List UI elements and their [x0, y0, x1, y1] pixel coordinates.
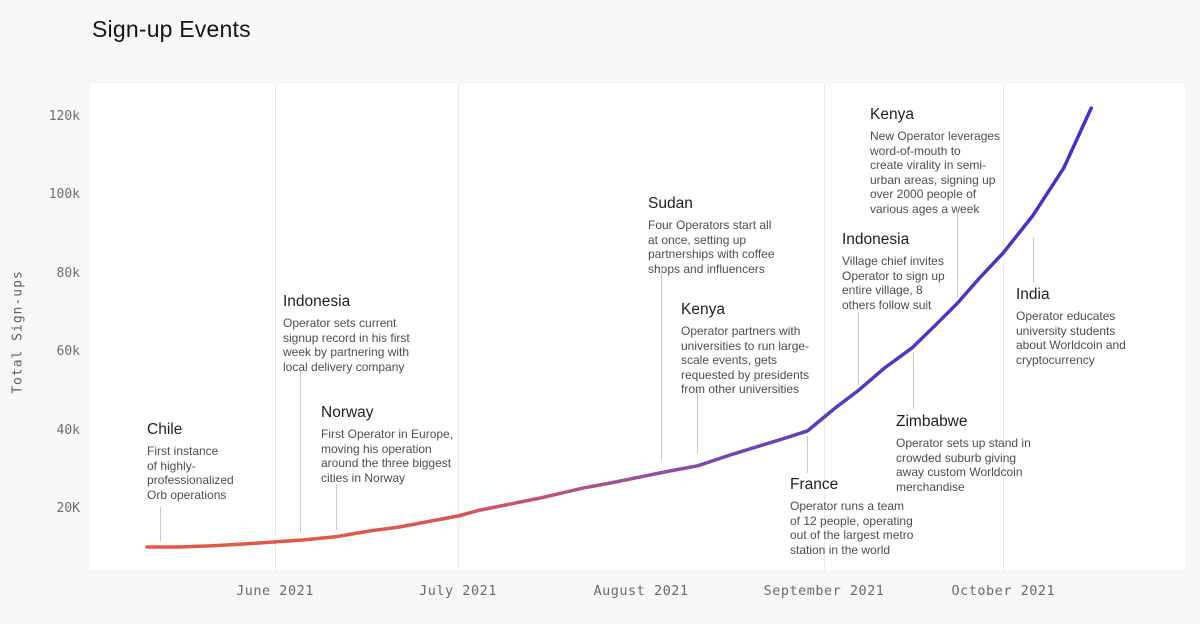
signup-curve [145, 106, 1093, 549]
annotation-body-text: First instance of highly- professionaliz… [147, 444, 234, 502]
annotation-leader-line [858, 312, 859, 385]
x-axis-tick-label: June 2021 [236, 583, 314, 599]
annotation-leader-line [661, 266, 662, 461]
y-axis-tick-label: 120k [48, 108, 80, 124]
y-axis-tick-label: 20K [56, 500, 80, 516]
annotation-body-text: Operator sets up stand in crowded suburb… [896, 436, 1031, 494]
annotation-country-heading: Kenya [681, 301, 725, 318]
annotation-indonesia: Indonesia Village chief invites Operator … [842, 231, 977, 312]
annotation-india: India Operator educates university studen… [1016, 286, 1156, 367]
annotation-kenya: Kenya New Operator leverages word-of-mout… [870, 106, 1025, 217]
annotation-body-text: New Operator leverages word-of-mouth to … [870, 129, 1001, 216]
annotation-france: France Operator runs a team of 12 people,… [790, 476, 945, 557]
x-axis-tick-label: September 2021 [763, 583, 885, 599]
annotation-country-heading: Chile [147, 421, 183, 438]
annotation-country-heading: Indonesia [842, 231, 910, 248]
annotation-zimbabwe: Zimbabwe Operator sets up stand in crowde… [896, 413, 1066, 494]
annotation-country-heading: Norway [321, 404, 374, 421]
x-axis-tick-label: October 2021 [951, 583, 1056, 599]
annotation-norway: Norway First Operator in Europe, moving h… [321, 404, 491, 485]
annotation-country-heading: Indonesia [283, 293, 351, 310]
annotation-body-text: Operator runs a team of 12 people, opera… [790, 499, 914, 557]
annotation-country-heading: France [790, 476, 839, 493]
annotation-leader-line [957, 211, 958, 298]
annotation-body-text: Operator partners with universities to r… [681, 324, 810, 397]
y-axis-title: Total Sign-ups [10, 270, 26, 394]
plot-area [90, 84, 1185, 570]
vertical-gridline [824, 84, 825, 570]
annotation-kenya: Kenya Operator partners with universities… [681, 301, 851, 397]
annotation-country-heading: Zimbabwe [896, 413, 968, 430]
annotation-chile: Chile First instance of highly- professio… [147, 421, 277, 502]
annotation-leader-line [336, 484, 337, 530]
y-axis-tick-label: 100k [48, 187, 80, 203]
annotation-leader-line [807, 436, 808, 473]
annotation-leader-line [300, 371, 301, 532]
x-axis-tick-label: July 2021 [419, 583, 497, 599]
annotation-country-heading: Kenya [870, 106, 914, 123]
annotation-leader-line [1033, 237, 1034, 283]
annotation-body-text: Village chief invites Operator to sign u… [842, 254, 945, 312]
vertical-gridline [275, 84, 276, 570]
x-axis-tick-label: August 2021 [593, 583, 689, 599]
annotation-indonesia: Indonesia Operator sets current signup re… [283, 293, 448, 374]
chart-title: Sign-up Events [92, 16, 251, 42]
signup-line-series [145, 106, 1093, 549]
annotation-country-heading: India [1016, 286, 1050, 303]
annotation-body-text: First Operator in Europe, moving his ope… [321, 427, 454, 485]
y-axis-tick-label: 60k [56, 344, 80, 360]
annotation-leader-line [913, 352, 914, 409]
annotation-body-text: Operator sets current signup record in h… [283, 316, 410, 374]
annotation-body-text: Four Operators start all at once, settin… [648, 218, 775, 276]
y-axis-tick-label: 80k [56, 265, 80, 281]
vertical-gridline [458, 84, 459, 570]
annotation-leader-line [160, 507, 161, 541]
annotation-country-heading: Sudan [648, 195, 693, 212]
annotation-leader-line [697, 389, 698, 454]
annotation-body-text: Operator educates university students ab… [1016, 309, 1126, 367]
vertical-gridline [1003, 84, 1005, 570]
annotation-sudan: Sudan Four Operators start all at once, s… [648, 195, 813, 276]
y-axis-tick-label: 40k [56, 422, 80, 438]
